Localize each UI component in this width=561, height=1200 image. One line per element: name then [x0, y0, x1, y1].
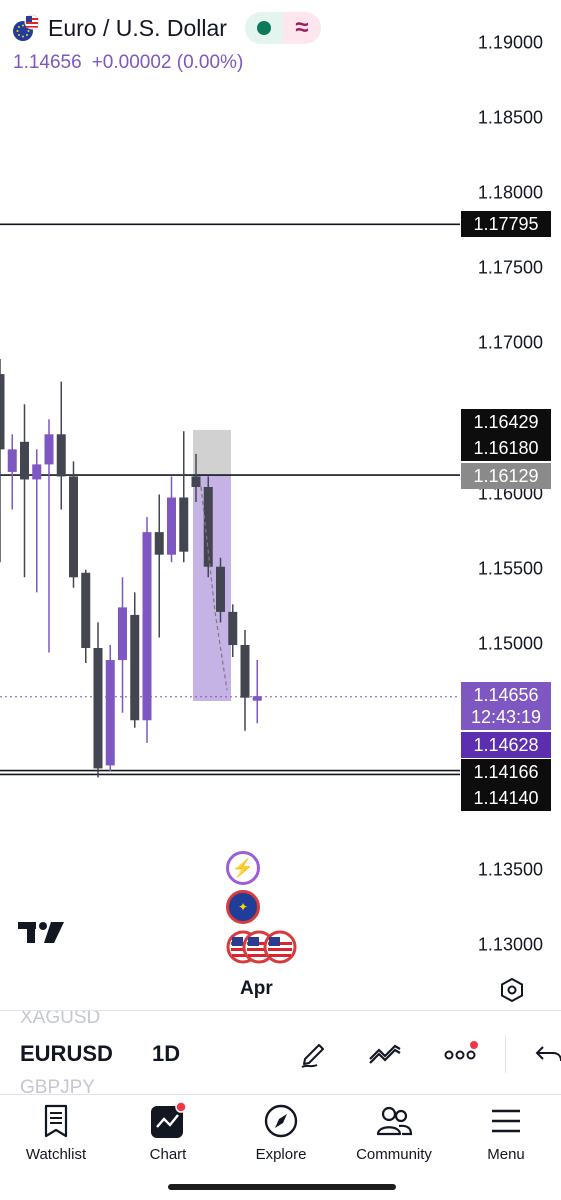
tradingview-logo-icon [18, 918, 68, 951]
trend-indicator-icon[interactable] [367, 1035, 403, 1071]
hline-price-label[interactable]: 1.17795 [461, 211, 551, 237]
nav-label: Watchlist [25, 1146, 87, 1163]
price-label[interactable]: 1.16180 [461, 435, 551, 461]
candle-body [7, 449, 17, 472]
projection-path [200, 486, 228, 691]
last-price: 1.14656 [13, 52, 82, 73]
nav-watchlist[interactable]: Watchlist [0, 1101, 112, 1171]
candle-body [130, 614, 140, 721]
axis-tick: 1.18500 [477, 107, 543, 128]
undo-arrow-icon[interactable] [530, 1035, 561, 1071]
symbol-selector[interactable]: EURUSD [20, 1041, 113, 1066]
entry-price-label[interactable]: 1.16129 [461, 463, 551, 489]
axis-tick: 1.15500 [477, 558, 543, 579]
candle-body [105, 660, 115, 766]
candle-body [154, 532, 164, 555]
more-dots-icon[interactable] [443, 1035, 479, 1071]
eur-usd-flag-icon [12, 14, 40, 42]
candle-body [56, 434, 66, 477]
next-symbol[interactable]: GBPJPY [20, 1077, 95, 1094]
symbol-bar[interactable]: XAGUSD EURUSD 1D GBPJPY [0, 1010, 561, 1094]
candle-body [0, 374, 5, 450]
nav-explore[interactable]: Explore [225, 1101, 337, 1171]
hexagon-settings-icon[interactable] [498, 976, 526, 1004]
nav-label: Menu [487, 1146, 525, 1163]
prev-symbol[interactable]: XAGUSD [20, 1010, 101, 1028]
x-axis-month-label: Apr [240, 978, 273, 999]
axis-tick: 1.13000 [477, 934, 543, 955]
candle-body [93, 648, 103, 769]
toolbar-divider [505, 1035, 506, 1073]
stop-price-label[interactable]: 1.16429 [461, 409, 551, 435]
candle-body [216, 566, 225, 612]
current-price: 1.14656 [473, 685, 539, 705]
price-change: +0.00002 (0.00%) [91, 52, 244, 73]
axis-tick: 1.15000 [477, 633, 543, 654]
pencil-draw-icon[interactable] [295, 1035, 331, 1071]
quote-line: 1.14656 +0.00002 (0.00%) [13, 52, 243, 74]
candle-body [69, 476, 78, 578]
watchlist-icon [36, 1101, 76, 1141]
hline-price-label[interactable]: 1.14166 [461, 759, 551, 785]
price-chart[interactable] [0, 0, 561, 1010]
nav-label: Explore [255, 1146, 307, 1163]
market-status-pills[interactable]: ≈ [244, 12, 321, 44]
candle-body [32, 464, 42, 480]
candle-body [81, 572, 91, 649]
axis-tick: 1.17000 [477, 332, 543, 353]
timeframe-selector[interactable]: 1D [152, 1041, 181, 1066]
symbol-title[interactable]: Euro / U.S. Dollar [48, 14, 227, 41]
candle-body [228, 611, 238, 645]
community-icon [374, 1101, 414, 1141]
target-price-label[interactable]: 1.14628 [461, 732, 551, 758]
candle-body [240, 645, 250, 698]
nav-community[interactable]: Community [338, 1101, 450, 1171]
compass-icon [261, 1101, 301, 1141]
candle-body [252, 696, 262, 701]
nav-label: Chart [149, 1146, 187, 1163]
candle-body [167, 497, 176, 555]
candle-body [118, 607, 127, 661]
home-indicator [168, 1184, 396, 1190]
approx-wave-icon[interactable]: ≈ [282, 12, 321, 44]
candle-body [142, 532, 152, 721]
candle-body [44, 434, 54, 465]
symbol-header[interactable]: Euro / U.S. Dollar ≈ [12, 12, 321, 44]
candle-body [179, 497, 189, 552]
candle-body [191, 476, 201, 487]
nav-chart[interactable]: Chart [112, 1101, 224, 1171]
lightning-event-icon[interactable]: ⚡ [226, 851, 260, 885]
eu-flag-event-icon[interactable]: ✦ [226, 890, 260, 924]
candle-body [203, 486, 213, 567]
bottom-nav[interactable]: Watchlist Chart Explore [0, 1094, 561, 1200]
position-stop-zone [193, 429, 231, 476]
current-price-label[interactable]: 1.14656 12:43:19 [461, 682, 551, 730]
hline-price-label[interactable]: 1.14140 [461, 785, 551, 811]
bar-countdown: 12:43:19 [470, 707, 542, 727]
nav-menu[interactable]: Menu [450, 1101, 561, 1171]
chart-icon [148, 1101, 188, 1141]
axis-tick: 1.18000 [477, 182, 543, 203]
us-flag-event-icon[interactable] [226, 930, 298, 964]
axis-tick: 1.17500 [477, 257, 543, 278]
axis-tick: 1.19000 [477, 32, 543, 53]
nav-label: Community [356, 1146, 432, 1163]
hamburger-menu-icon [486, 1101, 526, 1141]
market-open-dot-icon[interactable] [244, 12, 283, 44]
chart-area[interactable]: Euro / U.S. Dollar ≈ 1.14656 +0.00002 (0… [0, 0, 561, 1010]
candle-body [20, 441, 29, 480]
axis-tick: 1.13500 [477, 859, 543, 880]
